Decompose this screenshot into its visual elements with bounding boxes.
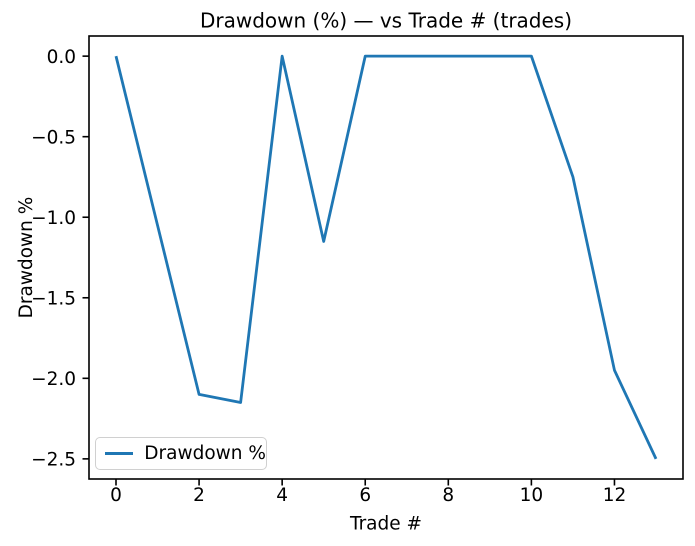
y-tick-label: −2.5 <box>31 450 76 471</box>
drawdown-line <box>114 54 658 460</box>
legend-line-swatch <box>105 452 134 455</box>
y-axis-ticks: 0.0 −0.5 −1.0 −1.5 −2.0 −2.5 <box>31 47 89 471</box>
x-tick-label: 10 <box>520 485 544 506</box>
y-tick-label: −1.0 <box>31 208 76 229</box>
x-axis-ticks: 0 2 4 6 8 10 12 <box>110 479 626 506</box>
y-tick-label: −0.5 <box>31 127 76 148</box>
x-tick-label: 12 <box>603 485 627 506</box>
x-tick-label: 0 <box>110 485 122 506</box>
y-axis-label: Drawdown % <box>16 197 37 319</box>
y-tick-label: −1.5 <box>31 289 76 310</box>
x-tick-label: 6 <box>359 485 371 506</box>
chart-title: Drawdown (%) — vs Trade # (trades) <box>200 9 572 33</box>
axes-frame <box>88 35 684 480</box>
y-tick-label: 0.0 <box>47 47 76 68</box>
x-axis-label: Trade # <box>349 514 422 535</box>
legend-label: Drawdown % <box>144 443 266 464</box>
x-tick-label: 4 <box>276 485 288 506</box>
x-tick-label: 2 <box>193 485 205 506</box>
y-tick-label: −2.0 <box>31 369 76 390</box>
legend: Drawdown % <box>95 437 267 470</box>
x-tick-label: 8 <box>442 485 454 506</box>
